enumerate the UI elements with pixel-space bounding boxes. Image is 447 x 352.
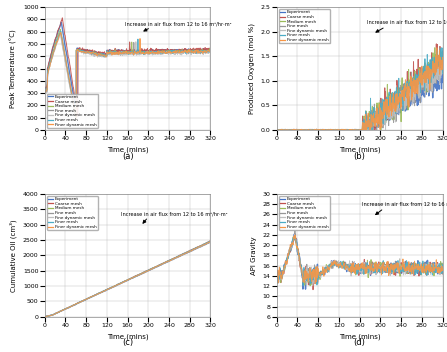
Legend: Experiment, Coarse mesh, Medium mesh, Fine mesh, Fine dynamic mesh, Finer mesh, : Experiment, Coarse mesh, Medium mesh, Fi… [279,196,330,230]
Text: Increase in air flux from 12 to 16 m³/hr·m²: Increase in air flux from 12 to 16 m³/hr… [125,22,232,27]
Y-axis label: Peak Temperature (°C): Peak Temperature (°C) [10,29,17,108]
Y-axis label: Produced Oxygen (mol %): Produced Oxygen (mol %) [249,23,255,114]
Text: Increase in air flux from 12 to 16 m³/hr·m²: Increase in air flux from 12 to 16 m³/hr… [122,211,228,216]
X-axis label: Time (mins): Time (mins) [107,334,148,340]
Y-axis label: Cumulative Oil (cm³): Cumulative Oil (cm³) [10,219,17,292]
Title: (c): (c) [122,338,133,347]
X-axis label: Time (mins): Time (mins) [339,147,380,153]
X-axis label: Time (mins): Time (mins) [339,334,380,340]
Text: Increase in air flux from 12 to 16 m³/hr·m²: Increase in air flux from 12 to 16 m³/hr… [362,202,447,207]
Legend: Experiment, Coarse mesh, Medium mesh, Fine mesh, Fine dynamic mesh, Finer mesh, : Experiment, Coarse mesh, Medium mesh, Fi… [47,196,98,230]
Title: (a): (a) [122,151,133,161]
Legend: Experiment, Coarse mesh, Medium mesh, Fine mesh, Fine dynamic mesh, Finer mesh, : Experiment, Coarse mesh, Medium mesh, Fi… [279,9,330,43]
Title: (d): (d) [354,338,366,347]
Y-axis label: API Gravity: API Gravity [251,236,257,275]
Title: (b): (b) [354,151,366,161]
Legend: Experiment, Coarse mesh, Medium mesh, Fine mesh, Fine dynamic mesh, Finer mesh, : Experiment, Coarse mesh, Medium mesh, Fi… [47,94,98,128]
X-axis label: Time (mins): Time (mins) [107,147,148,153]
Text: Increase in air flux from 12 to 16 m³/hr·m²: Increase in air flux from 12 to 16 m³/hr… [367,19,447,24]
